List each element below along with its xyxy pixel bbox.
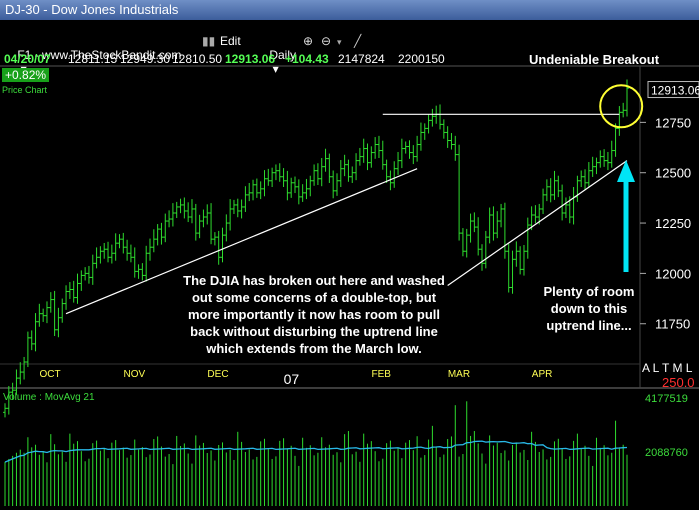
bar-chart-icon[interactable]: ▮▮ [202, 34, 216, 48]
main-annotation-line: which extends from the March low. [205, 341, 422, 356]
volume-tick-label: 4177519 [645, 393, 688, 405]
room-annotation-line: uptrend line... [546, 318, 631, 333]
chevron-down-icon: ▾ [269, 62, 279, 76]
y-tick-label: 12500 [655, 166, 691, 181]
volume-tick-label: 2088760 [645, 447, 688, 459]
uptrend-line-2 [447, 160, 628, 286]
room-annotation-line: Plenty of room [543, 284, 634, 299]
quote-open: 12811.15 [68, 52, 118, 66]
pointer-arrow-head [617, 160, 635, 182]
quote-volume: 2147824 [338, 52, 385, 66]
period-selector[interactable]: Daily ▾ [256, 34, 296, 90]
x-tick-label: OCT [40, 369, 61, 380]
y-tick-label: 11750 [655, 317, 690, 332]
change-percent-badge: +0.82% [2, 68, 50, 82]
quote-extra: 2200150 [398, 52, 445, 66]
chevron-down-icon[interactable]: ▾ [337, 37, 342, 47]
period-label: Daily [269, 48, 297, 62]
breakout-annotation: Undeniable Breakout [529, 52, 660, 67]
quote-change: +104.43 [285, 52, 329, 66]
x-tick-label: NOV [123, 369, 145, 380]
y-tick-label: 12750 [655, 115, 691, 130]
volume-panel-label: Volume : MovAvg 21 [3, 392, 95, 403]
room-annotation-line: down to this [551, 301, 628, 316]
quote-bar: 04/20/07 12811.15 12949.30 12810.50 1291… [0, 52, 699, 66]
x-tick-label: DEC [207, 369, 228, 380]
x-tick-label: FEB [372, 369, 392, 380]
y-tick-label: 12000 [655, 266, 691, 281]
x-tick-label: APR [532, 369, 553, 380]
window-titlebar: DJ-30 - Dow Jones Industrials [0, 0, 699, 20]
quote-high: 12949.30 [120, 52, 171, 66]
y-tick-label: 12250 [655, 216, 691, 231]
window-title: DJ-30 - Dow Jones Industrials [5, 2, 179, 17]
source-label: F1 - www.TheStockBandit.com [17, 48, 182, 62]
main-annotation-line: back without disturbing the uptrend line [190, 324, 438, 339]
volume-moving-average [4, 440, 628, 463]
quote-low: 12810.50 [172, 52, 223, 66]
draw-pencil-icon[interactable]: ╱ [354, 34, 362, 48]
main-annotation-line: The DJIA has broken out here and washed [183, 273, 445, 288]
quote-close: 12913.06 [225, 52, 276, 66]
volume-bars [4, 401, 628, 506]
zoom-in-icon[interactable]: ⊕ [303, 34, 314, 48]
alarm-letters: A L T M L [642, 361, 693, 375]
price-chart-label: Price Chart [2, 85, 48, 95]
x-tick-label: 07 [284, 371, 300, 387]
quote-date: 04/20/07 [4, 52, 51, 66]
x-tick-label: MAR [448, 369, 470, 380]
alarm-value: 250.0 [662, 375, 695, 390]
last-price-box [647, 81, 699, 99]
main-annotation-line: more importantly it now has room to pull [188, 307, 440, 322]
uptrend-line-1 [65, 168, 418, 315]
price-bars [3, 79, 629, 418]
main-annotation-line: out some concerns of a double-top, but [192, 290, 437, 305]
zoom-out-icon[interactable]: ⊖ [321, 34, 332, 48]
last-price-label: 12913.06 [651, 84, 699, 98]
breakout-circle [599, 84, 644, 129]
edit-button[interactable]: Edit [220, 34, 241, 48]
